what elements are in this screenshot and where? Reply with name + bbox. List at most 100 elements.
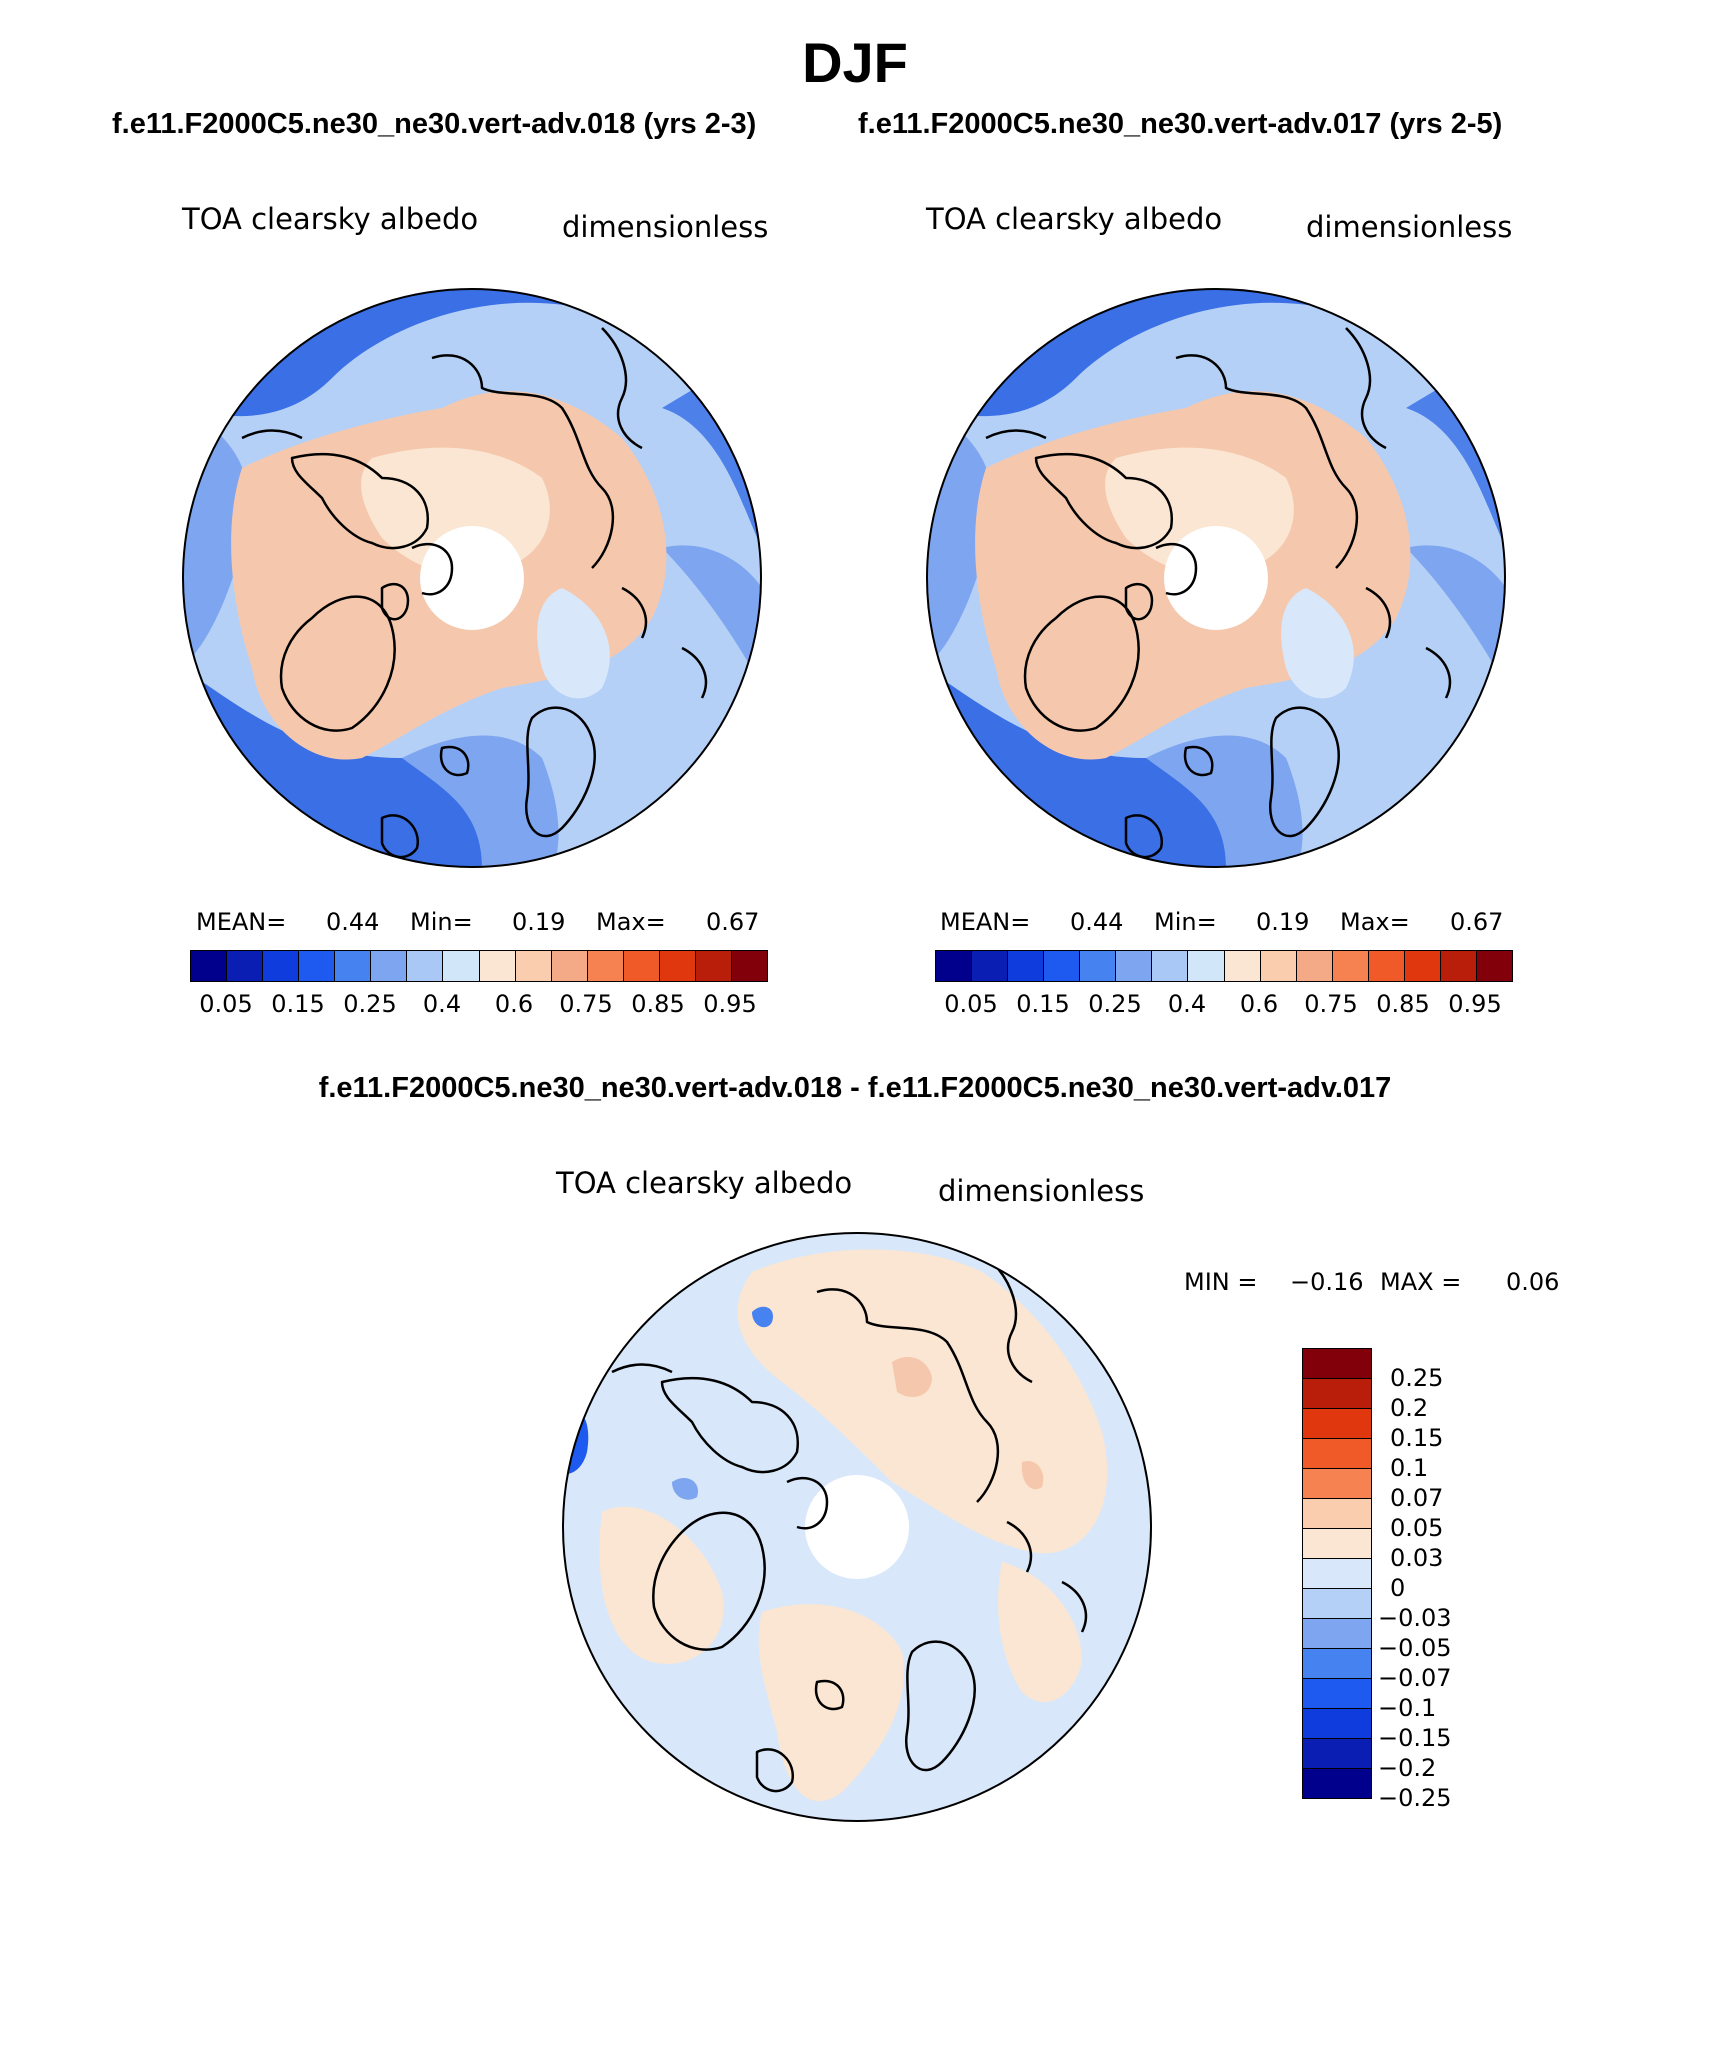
- right-colorbar-box: [972, 951, 1009, 981]
- right-colorbar-box: [1224, 951, 1261, 981]
- left-colorbar-tick-label: 0.75: [559, 990, 613, 1018]
- right-colorbar-tick-label: 0.85: [1376, 990, 1430, 1018]
- left-colorbar-box: [515, 951, 552, 981]
- right-colorbar-box: [1008, 951, 1045, 981]
- right-colorbar-box: [1260, 951, 1297, 981]
- left-colorbar-tick-label: 0.85: [631, 990, 685, 1018]
- difference-colorbar-box: [1303, 1769, 1371, 1798]
- left-colorbar-box: [191, 951, 228, 981]
- right-case-title: f.e11.F2000C5.ne30_ne30.vert-adv.017 (yr…: [858, 108, 1503, 140]
- diff-variable-label: TOA clearsky albedo: [556, 1166, 853, 1200]
- left-colorbar-box: [443, 951, 480, 981]
- left-max-label: Max=: [596, 908, 666, 936]
- difference-colorbar-box: [1303, 1709, 1371, 1739]
- left-colorbar-box: [335, 951, 372, 981]
- left-colorbar-tick-label: 0.4: [422, 990, 462, 1018]
- right-colorbar-tick-label: 0.75: [1304, 990, 1358, 1018]
- right-colorbar-tick-label: 0.25: [1088, 990, 1142, 1018]
- right-colorbar-box: [1440, 951, 1477, 981]
- difference-title: f.e11.F2000C5.ne30_ne30.vert-adv.018 - f…: [318, 1072, 1392, 1104]
- difference-colorbar-box: [1303, 1379, 1371, 1409]
- right-variable-label: TOA clearsky albedo: [926, 202, 1223, 236]
- difference-colorbar-tick-label: −0.03: [1378, 1604, 1452, 1632]
- difference-colorbar-tick-label: 0.05: [1390, 1514, 1444, 1542]
- right-colorbar-box: [1368, 951, 1405, 981]
- difference-colorbar-box: [1303, 1469, 1371, 1499]
- diff-min-value: −0.16: [1290, 1268, 1364, 1296]
- left-min-label: Min=: [410, 908, 473, 936]
- right-colorbar-box: [1476, 951, 1512, 981]
- difference-colorbar-tick-label: −0.15: [1378, 1724, 1452, 1752]
- difference-colorbar-tick-label: 0.1: [1390, 1454, 1429, 1482]
- left-colorbar-box: [227, 951, 264, 981]
- left-max-value: 0.67: [706, 908, 760, 936]
- left-colorbar-box: [731, 951, 767, 981]
- right-colorbar-box: [1332, 951, 1369, 981]
- difference-colorbar-tick-label: −0.05: [1378, 1634, 1452, 1662]
- difference-colorbar-box: [1303, 1349, 1371, 1379]
- left-colorbar-tick-label: 0.6: [494, 990, 534, 1018]
- diff-max-label: MAX =: [1380, 1268, 1462, 1296]
- right-colorbar-tick-label: 0.6: [1239, 990, 1279, 1018]
- right-colorbar-ticks: 0.05 0.15 0.25 0.4 0.6 0.75 0.85 0.95: [935, 990, 1511, 1020]
- season-title: DJF: [802, 31, 908, 94]
- difference-polar-map: [562, 1232, 1152, 1822]
- difference-colorbar-tick-label: 0.03: [1390, 1544, 1444, 1572]
- difference-colorbar-box: [1303, 1619, 1371, 1649]
- left-colorbar-box: [659, 951, 696, 981]
- difference-colorbar-tick-label: −0.25: [1378, 1784, 1452, 1812]
- right-colorbar-box: [1116, 951, 1153, 981]
- right-colorbar-box: [936, 951, 973, 981]
- difference-colorbar-box: [1303, 1499, 1371, 1529]
- left-colorbar-tick-label: 0.05: [199, 990, 253, 1018]
- right-min-value: 0.19: [1256, 908, 1310, 936]
- difference-colorbar-tick-label: 0.15: [1390, 1424, 1444, 1452]
- right-colorbar-tick-label: 0.15: [1016, 990, 1070, 1018]
- difference-colorbar-box: [1303, 1739, 1371, 1769]
- right-colorbar-tick-label: 0.05: [944, 990, 998, 1018]
- right-mean-label: MEAN=: [940, 908, 1031, 936]
- right-colorbar: [935, 950, 1513, 982]
- left-colorbar-box: [587, 951, 624, 981]
- difference-colorbar-tick-label: 0.25: [1390, 1364, 1444, 1392]
- left-colorbar-box: [551, 951, 588, 981]
- difference-colorbar-box: [1303, 1559, 1371, 1589]
- difference-colorbar: [1302, 1348, 1372, 1799]
- left-colorbar: [190, 950, 768, 982]
- right-colorbar-tick-label: 0.95: [1448, 990, 1502, 1018]
- difference-colorbar-tick-label: 0.2: [1390, 1394, 1429, 1422]
- right-colorbar-box: [1152, 951, 1189, 981]
- difference-colorbar-box: [1303, 1649, 1371, 1679]
- right-colorbar-box: [1080, 951, 1117, 981]
- left-colorbar-tick-label: 0.25: [343, 990, 397, 1018]
- left-colorbar-box: [479, 951, 516, 981]
- left-polar-map: [182, 288, 762, 868]
- right-min-label: Min=: [1154, 908, 1217, 936]
- left-colorbar-box: [623, 951, 660, 981]
- diff-max-value: 0.06: [1506, 1268, 1560, 1296]
- left-colorbar-tick-label: 0.15: [271, 990, 325, 1018]
- left-colorbar-tick-label: 0.95: [703, 990, 757, 1018]
- difference-colorbar-box: [1303, 1529, 1371, 1559]
- left-colorbar-box: [299, 951, 336, 981]
- difference-colorbar-tick-label: 0.07: [1390, 1484, 1444, 1512]
- left-colorbar-box: [371, 951, 408, 981]
- difference-colorbar-box: [1303, 1589, 1371, 1619]
- right-colorbar-tick-label: 0.4: [1167, 990, 1207, 1018]
- left-colorbar-box: [407, 951, 444, 981]
- diff-min-label: MIN =: [1184, 1268, 1258, 1296]
- right-colorbar-box: [1188, 951, 1225, 981]
- left-colorbar-ticks: 0.05 0.15 0.25 0.4 0.6 0.75 0.85 0.95: [190, 990, 766, 1020]
- left-mean-value: 0.44: [326, 908, 380, 936]
- right-mean-value: 0.44: [1070, 908, 1124, 936]
- right-polar-map: [926, 288, 1506, 868]
- left-colorbar-box: [695, 951, 732, 981]
- right-max-label: Max=: [1340, 908, 1410, 936]
- diff-units-label: dimensionless: [938, 1174, 1145, 1208]
- left-case-title: f.e11.F2000C5.ne30_ne30.vert-adv.018 (yr…: [112, 108, 757, 140]
- right-colorbar-box: [1404, 951, 1441, 981]
- right-colorbar-box: [1296, 951, 1333, 981]
- difference-colorbar-box: [1303, 1409, 1371, 1439]
- left-variable-label: TOA clearsky albedo: [182, 202, 479, 236]
- left-min-value: 0.19: [512, 908, 566, 936]
